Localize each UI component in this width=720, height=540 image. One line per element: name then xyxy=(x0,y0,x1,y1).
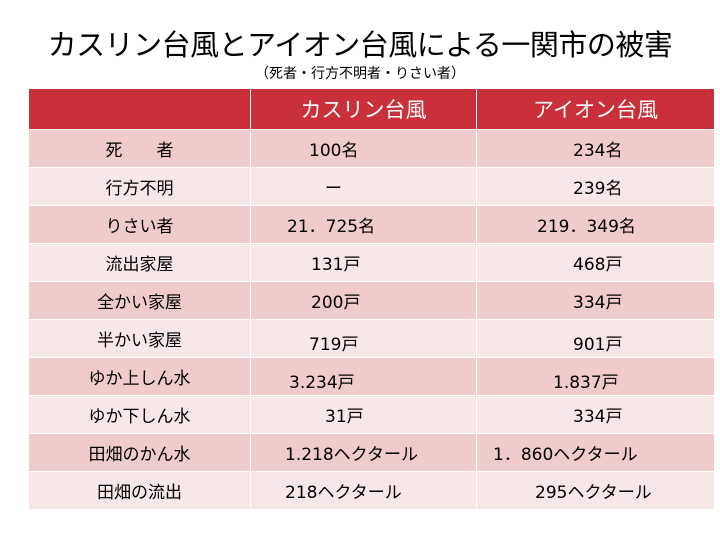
kathleen-value: 21．725名 xyxy=(250,205,477,244)
table-row: 田畑のかん水 1.218ヘクタール 1．860ヘクタール xyxy=(28,433,715,472)
ion-value: 334戸 xyxy=(476,395,715,434)
row-label-farmland-washed-away: 田畑の流出 xyxy=(28,471,251,510)
row-label-disaster-victims: りさい者 xyxy=(28,205,251,244)
kathleen-washed-away: 131戸 xyxy=(311,255,361,275)
kathleen-value: 1.218ヘクタール xyxy=(250,433,477,472)
kathleen-value: 200戸 xyxy=(250,281,477,320)
table-row: 田畑の流出 218ヘクタール 295ヘクタール xyxy=(28,471,715,510)
table-row: 行方不明 ー 239名 xyxy=(28,167,715,206)
kathleen-value: 31戸 xyxy=(250,395,477,434)
kathleen-farmland-washed-away: 218ヘクタール xyxy=(285,483,402,503)
ion-deaths: 234名 xyxy=(573,141,623,161)
row-label-below-floor-flooding: ゆか下しん水 xyxy=(28,395,251,434)
ion-above-floor: 1.837戸 xyxy=(553,373,619,393)
ion-washed-away: 468戸 xyxy=(573,255,623,275)
kathleen-below-floor: 31戸 xyxy=(325,407,364,427)
kathleen-farmland-flooding: 1.218ヘクタール xyxy=(285,445,418,465)
ion-farmland-washed-away: 295ヘクタール xyxy=(535,483,652,503)
ion-below-floor: 334戸 xyxy=(573,407,623,427)
header-ion-typhoon: アイオン台風 xyxy=(476,88,715,130)
ion-farmland-flooding: 1．860ヘクタール xyxy=(493,445,638,465)
kathleen-fully-destroyed: 200戸 xyxy=(311,293,361,313)
kathleen-value: ー xyxy=(250,167,477,206)
table-row: 流出家屋 131戸 468戸 xyxy=(28,243,715,282)
table-header-row: カスリン台風 アイオン台風 xyxy=(28,88,715,130)
kathleen-value: 218ヘクタール xyxy=(250,471,477,510)
kathleen-value: 100名 xyxy=(250,129,477,168)
ion-value: 1．860ヘクタール xyxy=(476,433,715,472)
row-label-half-destroyed-houses: 半かい家屋 xyxy=(28,319,251,358)
row-label-deaths: 死 者 xyxy=(28,129,251,168)
page-title: カスリン台風とアイオン台風による一関市の被害 xyxy=(47,28,673,62)
ion-value: 234名 xyxy=(476,129,715,168)
table-row: ゆか上しん水 3.234戸 1.837戸 xyxy=(28,357,715,396)
ion-value: 219．349名 xyxy=(476,205,715,244)
row-label-missing: 行方不明 xyxy=(28,167,251,206)
kathleen-above-floor: 3.234戸 xyxy=(289,373,355,393)
ion-fully-destroyed: 334戸 xyxy=(573,293,623,313)
ion-value: 1.837戸 xyxy=(476,357,715,396)
kathleen-value: 131戸 xyxy=(250,243,477,282)
table-row: りさい者 21．725名 219．349名 xyxy=(28,205,715,244)
ion-victims: 219．349名 xyxy=(537,217,636,237)
page-subtitle: （死者・行方不明者・りさい者） xyxy=(255,66,465,82)
header-corner xyxy=(28,88,251,130)
ion-value: 468戸 xyxy=(476,243,715,282)
row-label-farmland-flooding: 田畑のかん水 xyxy=(28,433,251,472)
kathleen-victims: 21．725名 xyxy=(287,217,376,237)
ion-missing: 239名 xyxy=(573,179,623,199)
table-row: 半かい家屋 719戸 901戸 xyxy=(28,319,715,358)
table-row: ゆか下しん水 31戸 334戸 xyxy=(28,395,715,434)
damage-table: カスリン台風 アイオン台風 死 者 100名 234名 行方不明 ー 239名 … xyxy=(28,88,715,510)
kathleen-value: 719戸 xyxy=(250,319,477,358)
row-label-fully-destroyed-houses: 全かい家屋 xyxy=(28,281,251,320)
table-row: 死 者 100名 234名 xyxy=(28,129,715,168)
row-label-washed-away-houses: 流出家屋 xyxy=(28,243,251,282)
ion-value: 239名 xyxy=(476,167,715,206)
kathleen-value: 3.234戸 xyxy=(250,357,477,396)
ion-half-destroyed: 901戸 xyxy=(573,335,623,355)
table-row: 全かい家屋 200戸 334戸 xyxy=(28,281,715,320)
row-label-above-floor-flooding: ゆか上しん水 xyxy=(28,357,251,396)
kathleen-half-destroyed: 719戸 xyxy=(309,335,359,355)
ion-value: 295ヘクタール xyxy=(476,471,715,510)
kathleen-missing: ー xyxy=(325,179,342,199)
kathleen-deaths: 100名 xyxy=(309,141,359,161)
ion-value: 901戸 xyxy=(476,319,715,358)
header-kathleen-typhoon: カスリン台風 xyxy=(250,88,477,130)
ion-value: 334戸 xyxy=(476,281,715,320)
